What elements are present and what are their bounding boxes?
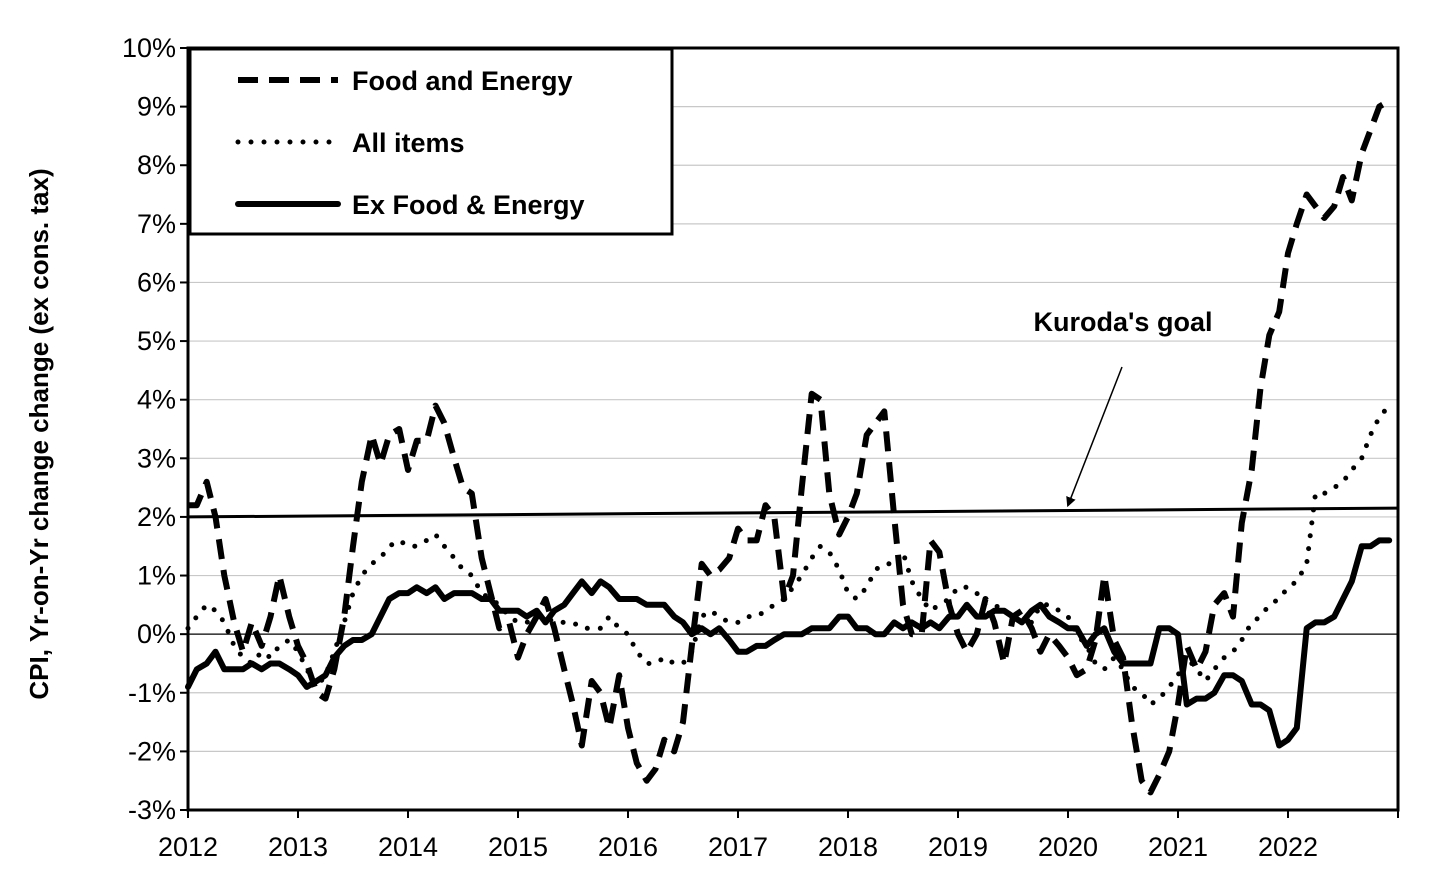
series-line-dashed: [188, 98, 1391, 796]
x-tick-label: 2019: [928, 832, 988, 862]
y-tick-label: 6%: [137, 267, 176, 297]
y-tick-label: 2%: [137, 502, 176, 532]
y-tick-label: -2%: [128, 736, 176, 766]
x-tick-label: 2012: [158, 832, 218, 862]
kuroda-goal-line: [187, 506, 1399, 519]
kuroda-goal-arrow: [1066, 366, 1123, 508]
kuroda-goal-annotation: Kuroda's goal: [1034, 307, 1213, 508]
y-tick-label: 7%: [137, 209, 176, 239]
x-tick-label: 2017: [708, 832, 768, 862]
goal-line: [187, 506, 1399, 519]
x-tick-label: 2013: [268, 832, 328, 862]
y-tick-label: 8%: [137, 150, 176, 180]
plot-area-frame: [186, 46, 1400, 812]
y-tick-label: 5%: [137, 326, 176, 356]
y-tick-label: 0%: [137, 619, 176, 649]
y-tick-label: -1%: [128, 678, 176, 708]
x-axis-ticks: 2012 2013 2014 2015 2016 2017 2018 2019 2020 2021…: [158, 810, 1399, 862]
legend: Food and Energy All items Ex Food & Energy: [188, 47, 674, 236]
legend-label: All items: [352, 128, 465, 158]
x-tick-label: 2014: [378, 832, 438, 862]
legend-label: Food and Energy: [352, 66, 573, 96]
y-tick-label: 3%: [137, 443, 176, 473]
x-tick-label: 2016: [598, 832, 658, 862]
series-line-solid: [185, 537, 1393, 749]
kuroda-goal-label: Kuroda's goal: [1034, 307, 1213, 337]
x-tick-label: 2021: [1148, 832, 1208, 862]
y-axis-ticks: -3% -2% -1% 0% 1% 2% 3% 4% 5% 6% 7% 8% 9% 10%: [122, 33, 188, 825]
y-tick-label: 9%: [137, 92, 176, 122]
x-tick-label: 2020: [1038, 832, 1098, 862]
y-tick-label: -3%: [128, 795, 176, 825]
legend-label: Ex Food & Energy: [352, 190, 585, 220]
y-tick-label: 4%: [137, 385, 176, 415]
series-lines: [185, 98, 1393, 796]
x-tick-label: 2015: [488, 832, 548, 862]
y-tick-label: 10%: [122, 33, 176, 63]
x-tick-label: 2022: [1258, 832, 1318, 862]
y-tick-label: 1%: [137, 561, 176, 591]
x-tick-label: 2018: [818, 832, 878, 862]
y-axis-title: CPI, Yr-on-Yr change change (ex cons. ta…: [24, 168, 54, 699]
